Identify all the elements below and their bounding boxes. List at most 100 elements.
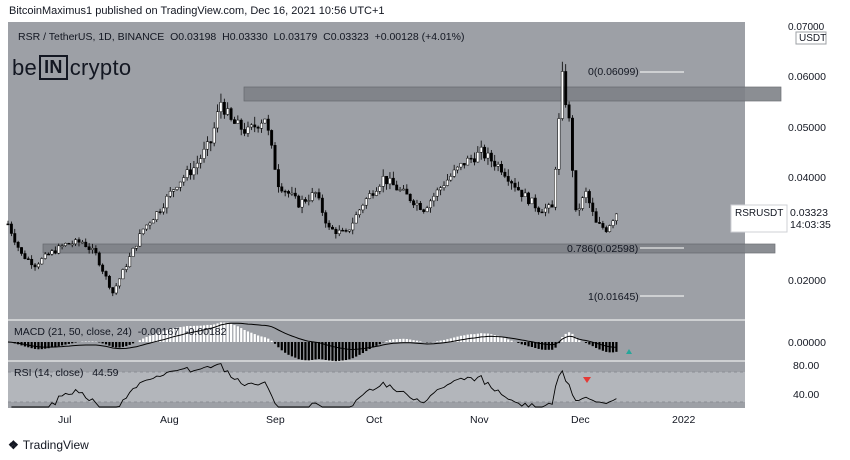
tradingview-brand: TradingView xyxy=(22,438,89,452)
candle-body xyxy=(199,158,203,164)
candle-body xyxy=(317,192,321,199)
macd-histogram-bar xyxy=(253,334,256,342)
candle-body xyxy=(84,241,88,247)
price-tick-0.06: 0.06000 xyxy=(788,71,826,83)
macd-histogram-bar xyxy=(131,342,135,344)
candle-body xyxy=(246,126,250,134)
tradingview-footer[interactable]: ❖ TradingView xyxy=(8,438,89,452)
macd-histogram-bar xyxy=(588,342,591,345)
candle-body xyxy=(172,189,176,192)
candle-body xyxy=(260,122,263,129)
price-tick-top: 0.07000 xyxy=(788,22,825,33)
candle-body xyxy=(253,124,257,128)
macd-tick: 0.00000 xyxy=(788,337,826,349)
candle-body xyxy=(391,177,395,186)
macd-histogram-bar xyxy=(574,337,577,342)
macd-histogram-bar xyxy=(530,342,533,347)
macd-histogram-bar xyxy=(490,334,493,342)
candle-body xyxy=(503,171,507,177)
macd-histogram-bar xyxy=(273,342,277,344)
macd-histogram-bar xyxy=(159,332,162,342)
macd-histogram-bar xyxy=(348,342,351,360)
candle-body xyxy=(506,176,510,182)
candle-body xyxy=(40,258,44,265)
candle-body xyxy=(67,242,71,245)
candle-body xyxy=(547,204,551,209)
macd-histogram-bar xyxy=(334,342,337,362)
candle-body xyxy=(26,258,30,260)
candle-body xyxy=(77,239,81,243)
candle-body xyxy=(459,163,463,168)
candle-body xyxy=(307,200,311,202)
macd-histogram-bar xyxy=(57,342,60,347)
candle-body xyxy=(6,223,10,226)
macd-histogram-bar xyxy=(497,335,500,342)
published-header: BitcoinMaximus1 published on TradingView… xyxy=(9,5,385,17)
candle-body xyxy=(23,253,27,259)
candle-body xyxy=(91,248,94,250)
x-tick-dec: Dec xyxy=(571,414,590,426)
candle-body xyxy=(368,193,372,199)
macd-histogram-bar xyxy=(591,342,594,347)
candle-body xyxy=(53,250,57,254)
rsi-bearish-marker xyxy=(583,377,591,383)
candle-body xyxy=(229,108,233,120)
candle-body xyxy=(50,250,54,255)
candle-body xyxy=(432,195,436,202)
rsi-tick-40: 40.00 xyxy=(793,389,819,401)
candle-body xyxy=(584,191,588,198)
macd-histogram-bar xyxy=(547,342,550,350)
candle-body xyxy=(435,189,439,197)
macd-histogram-bar xyxy=(449,338,452,342)
macd-histogram-bar xyxy=(567,332,571,342)
candle-body xyxy=(381,176,385,187)
candle-body xyxy=(280,186,284,192)
candle-body xyxy=(358,209,361,216)
macd-histogram-bar xyxy=(243,329,246,342)
candle-body xyxy=(33,264,37,268)
price-tag-box xyxy=(730,204,788,233)
legend-close: 0.03323 xyxy=(330,31,369,43)
symbol-legend: RSR / TetherUS, 1D, BINANCE O0.03198 H0.… xyxy=(18,31,464,43)
fib-label-0: 0(0.06099) xyxy=(588,66,639,78)
macd-histogram-bar xyxy=(564,333,567,342)
candle-body xyxy=(334,228,338,234)
macd-histogram-bar xyxy=(598,342,601,350)
macd-histogram-bar xyxy=(328,342,331,361)
logo-right: crypto xyxy=(69,55,132,80)
legend-h-label: H xyxy=(222,31,230,43)
candle-body xyxy=(97,252,101,266)
legend-c-label: C xyxy=(323,31,331,43)
candle-body xyxy=(594,211,598,223)
price-tag-countdown: 14:03:35 xyxy=(790,219,831,231)
candle-body xyxy=(601,223,605,228)
candle-body xyxy=(239,119,243,130)
candle-body xyxy=(70,243,74,246)
macd-histogram-bar xyxy=(456,336,459,342)
candle-body xyxy=(94,248,98,254)
legend-high: 0.03330 xyxy=(229,31,268,43)
macd-histogram-bar xyxy=(371,342,375,348)
macd-histogram-bar xyxy=(202,325,206,342)
macd-histogram-bar xyxy=(179,327,182,342)
candle-body xyxy=(101,264,105,272)
candle-body xyxy=(189,169,192,176)
candle-body xyxy=(195,162,199,169)
candle-body xyxy=(347,229,351,232)
candle-body xyxy=(80,241,84,244)
macd-histogram-bar xyxy=(402,338,405,342)
candle-body xyxy=(510,181,514,184)
currency-box xyxy=(795,31,827,45)
macd-value-2: -0.00182 xyxy=(185,326,227,338)
beincrypto-logo: be IN crypto xyxy=(12,55,131,82)
macd-histogram-bar xyxy=(500,336,503,342)
candle-body xyxy=(148,222,152,226)
candle-body xyxy=(462,163,466,166)
candle-body xyxy=(43,253,47,259)
candle-body xyxy=(64,242,67,246)
macd-histogram-bar xyxy=(595,342,598,348)
candle-body xyxy=(9,223,13,234)
candle-body xyxy=(226,108,230,115)
candle-body xyxy=(452,169,456,177)
